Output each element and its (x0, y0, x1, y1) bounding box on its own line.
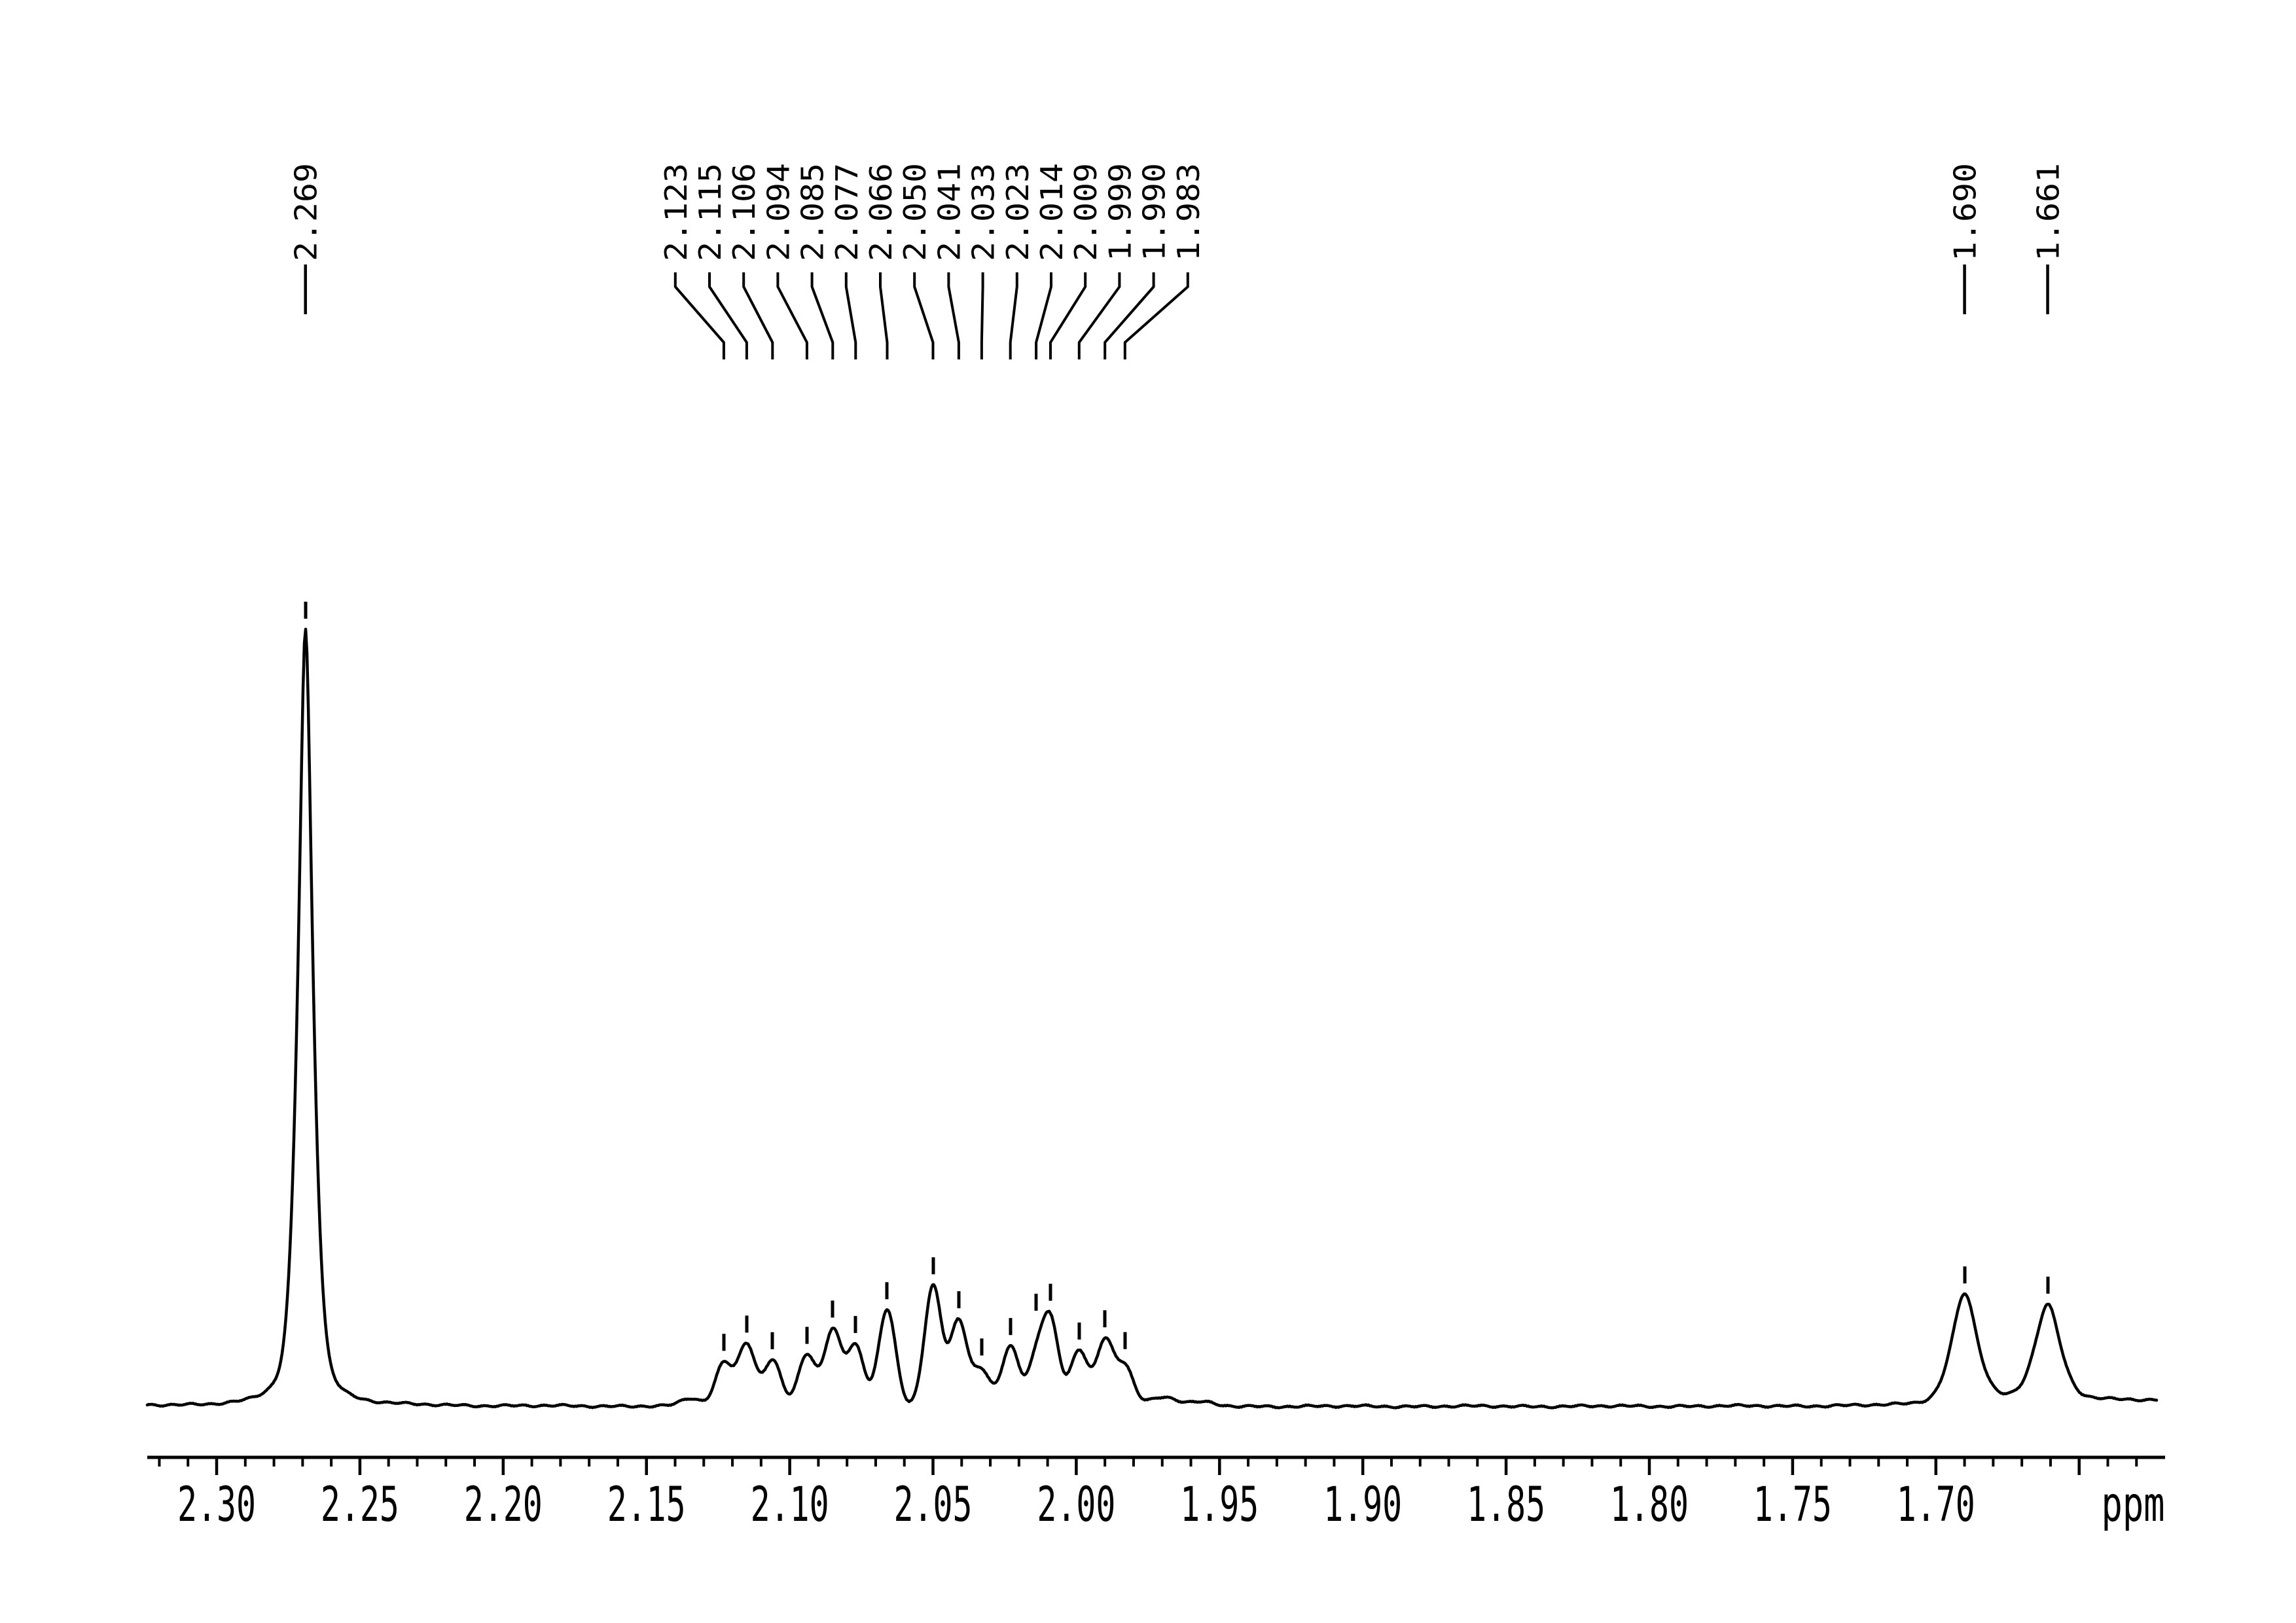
peak-label: 2.023 (1000, 163, 1035, 261)
peak-label: 2.014 (1034, 163, 1069, 261)
x-axis-tick-label: 2.05 (894, 1477, 973, 1533)
peak-label-connector-line (980, 272, 984, 359)
x-axis-tick-label: 2.15 (607, 1477, 686, 1533)
peak-label: 2.077 (829, 163, 865, 261)
x-axis-tick-label: 1.85 (1467, 1477, 1545, 1533)
peak-label-connector-line (810, 272, 834, 359)
peak-label-connector-line (879, 272, 889, 359)
peak-label: 2.269 (289, 163, 324, 261)
peak-label-connector-line (673, 272, 725, 359)
peak-label-connector-line (708, 272, 748, 359)
x-axis-tick-label: 1.80 (1610, 1477, 1689, 1533)
x-axis-tick-label: 2.30 (177, 1477, 256, 1533)
x-axis-tick-label: 1.75 (1753, 1477, 1832, 1533)
peak-label: 2.050 (897, 163, 933, 261)
peak-label-connector-line (776, 272, 808, 359)
peak-label: 2.041 (931, 163, 967, 261)
peak-label-connector-line (742, 272, 774, 359)
peak-label: 2.115 (692, 163, 728, 261)
peak-label: 1.983 (1171, 163, 1206, 261)
x-axis-tick-label: 2.10 (751, 1477, 829, 1533)
peak-label: 2.123 (658, 163, 694, 261)
x-axis-tick-label: 2.25 (321, 1477, 399, 1533)
peak-label: 2.009 (1068, 163, 1103, 261)
peak-label-connector-line (913, 272, 935, 359)
x-axis-tick-label: 2.00 (1037, 1477, 1115, 1533)
peak-label-connector-line (1123, 272, 1189, 359)
x-axis-tick-label: 1.70 (1897, 1477, 1975, 1533)
x-axis-tick-label: 2.20 (464, 1477, 543, 1533)
peak-label: 2.085 (795, 163, 831, 261)
peak-label-connector-line (1009, 272, 1018, 359)
peak-label: 2.066 (863, 163, 899, 261)
x-axis-tick-label: 1.90 (1323, 1477, 1402, 1533)
peak-label: 2.094 (761, 163, 796, 261)
peak-label: 1.661 (2031, 163, 2066, 261)
x-axis-unit-label: ppm (2102, 1477, 2165, 1533)
peak-label-connector-line (1049, 272, 1087, 359)
peak-label-connector-line (844, 272, 857, 359)
peak-label: 2.106 (726, 163, 762, 261)
peak-label: 1.690 (1948, 163, 1983, 261)
peak-label: 2.033 (966, 163, 1001, 261)
peak-label: 1.999 (1102, 163, 1138, 261)
peak-label-connector-line (947, 272, 960, 359)
peak-label: 1.990 (1137, 163, 1172, 261)
spectrum-trace (145, 627, 2159, 1410)
peak-label-connector-line (1103, 272, 1155, 359)
x-axis-tick-label: 1.95 (1180, 1477, 1259, 1533)
peak-label-connector-line (1035, 272, 1052, 359)
peak-label-connector-line (1077, 272, 1121, 359)
